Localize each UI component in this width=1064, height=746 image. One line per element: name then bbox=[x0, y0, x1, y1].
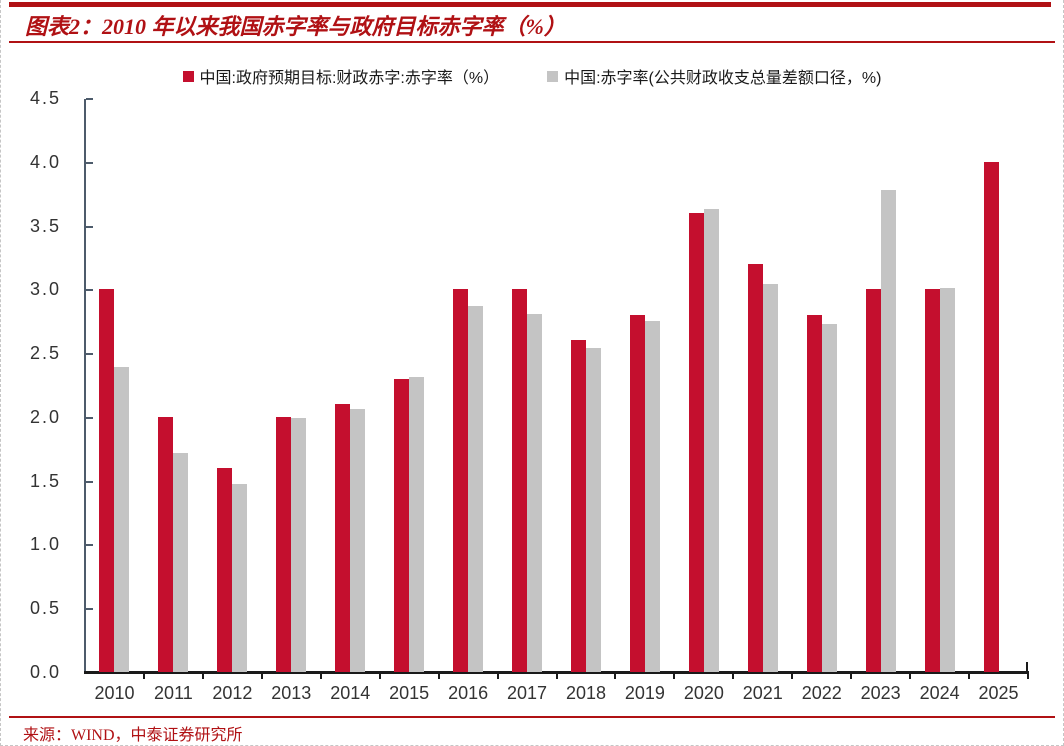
x-axis-tick bbox=[555, 673, 558, 679]
legend-label-actual: 中国:赤字率(公共财政收支总量差额口径，%) bbox=[564, 70, 882, 87]
legend-item-actual: 中国:赤字率(公共财政收支总量差额口径，%) bbox=[547, 64, 881, 88]
y-axis-label: 0.0 bbox=[29, 662, 61, 682]
y-axis-tick bbox=[86, 416, 93, 419]
bar-target-2015 bbox=[394, 378, 410, 672]
x-axis-label-2022: 2022 bbox=[801, 683, 842, 703]
y-axis bbox=[84, 99, 86, 673]
x-axis-tick bbox=[614, 673, 617, 679]
x-axis-tick bbox=[201, 673, 204, 679]
bar-target-2012 bbox=[217, 467, 233, 672]
figure-title: 图表2：2010 年以来我国赤字率与政府目标赤字率（%） bbox=[25, 14, 566, 39]
legend-item-target: 中国:政府预期目标:财政赤字:赤字率（%） bbox=[182, 64, 500, 88]
y-axis-label: 2.0 bbox=[29, 406, 61, 427]
bar-target-2020 bbox=[688, 212, 704, 672]
bar-target-2013 bbox=[276, 416, 292, 672]
bar-actual-2024 bbox=[939, 288, 955, 672]
x-axis-tick bbox=[732, 673, 735, 679]
x-axis-label-2019: 2019 bbox=[624, 683, 665, 703]
x-axis-tick bbox=[437, 673, 440, 679]
y-axis-tick bbox=[86, 98, 93, 100]
bar-actual-2011 bbox=[173, 452, 189, 672]
y-axis-label: 3.0 bbox=[29, 279, 61, 300]
y-axis-tick bbox=[86, 544, 93, 547]
x-axis-label-2020: 2020 bbox=[683, 683, 724, 703]
legend-swatch-gray-icon bbox=[547, 70, 559, 82]
x-axis-label-2012: 2012 bbox=[212, 683, 253, 703]
x-axis-label-2023: 2023 bbox=[860, 683, 901, 703]
bar-actual-2023 bbox=[880, 189, 896, 672]
x-axis-tick bbox=[850, 673, 853, 679]
y-axis-tick bbox=[86, 480, 93, 483]
x-axis-label-2010: 2010 bbox=[94, 683, 135, 703]
bar-target-2023 bbox=[865, 289, 881, 672]
y-axis-tick bbox=[86, 608, 93, 611]
x-axis-tick bbox=[673, 673, 676, 679]
y-axis-label: 4.0 bbox=[29, 151, 61, 172]
bar-actual-2015 bbox=[409, 377, 425, 672]
x-axis-tick bbox=[260, 673, 263, 679]
x-axis-label-2021: 2021 bbox=[742, 683, 783, 703]
y-axis-label: 1.0 bbox=[29, 534, 61, 555]
x-axis-tick bbox=[791, 673, 794, 679]
y-axis-label: 2.5 bbox=[29, 343, 61, 364]
bar-actual-2020 bbox=[703, 208, 719, 672]
x-axis-tick bbox=[142, 673, 145, 679]
x-axis bbox=[84, 671, 1029, 674]
bar-actual-2021 bbox=[762, 284, 778, 672]
bar-target-2022 bbox=[806, 314, 822, 672]
legend-swatch-red-icon bbox=[182, 70, 194, 82]
x-axis-end-cap bbox=[1026, 662, 1028, 672]
x-axis-label-2013: 2013 bbox=[271, 683, 312, 703]
top-accent-bar bbox=[9, 2, 1051, 7]
x-axis-label-2016: 2016 bbox=[448, 683, 489, 703]
x-axis-label-2014: 2014 bbox=[330, 683, 371, 703]
x-axis-label-2011: 2011 bbox=[154, 683, 193, 703]
bar-actual-2018 bbox=[585, 348, 601, 672]
legend-label-target: 中国:政府预期目标:财政赤字:赤字率（%） bbox=[199, 70, 500, 87]
y-axis-label: 3.5 bbox=[29, 215, 61, 236]
x-axis-label-2017: 2017 bbox=[507, 683, 548, 703]
bar-actual-2016 bbox=[468, 305, 484, 672]
bar-target-2011 bbox=[158, 416, 174, 672]
chart-legend: 中国:政府预期目标:财政赤字:赤字率（%） 中国:赤字率(公共财政收支总量差额口… bbox=[1, 64, 1063, 88]
x-axis-tick bbox=[1027, 673, 1029, 679]
bar-target-2025 bbox=[983, 161, 999, 672]
bar-target-2021 bbox=[747, 263, 763, 672]
bar-target-2016 bbox=[453, 289, 469, 672]
bar-target-2018 bbox=[570, 340, 586, 672]
y-axis-tick bbox=[86, 161, 93, 164]
title-divider bbox=[9, 41, 1055, 43]
x-axis-label-2024: 2024 bbox=[919, 683, 960, 703]
y-axis-label: 0.5 bbox=[29, 598, 61, 619]
y-axis-label: 1.5 bbox=[29, 470, 61, 491]
y-axis-tick bbox=[86, 225, 93, 228]
x-axis-tick bbox=[909, 673, 912, 679]
bar-actual-2019 bbox=[644, 321, 660, 672]
bar-actual-2013 bbox=[291, 418, 307, 672]
y-axis-tick bbox=[86, 353, 93, 356]
bar-actual-2022 bbox=[821, 323, 837, 672]
y-axis-tick bbox=[86, 289, 93, 292]
bar-target-2024 bbox=[924, 289, 940, 672]
bar-actual-2017 bbox=[527, 313, 543, 672]
footer-divider bbox=[9, 716, 1055, 718]
bar-target-2017 bbox=[512, 289, 528, 672]
x-axis-tick bbox=[496, 673, 499, 679]
bar-actual-2012 bbox=[232, 484, 248, 672]
x-axis-tick bbox=[319, 673, 322, 679]
x-axis-label-2018: 2018 bbox=[565, 683, 606, 703]
x-axis-label-2025: 2025 bbox=[978, 683, 1019, 703]
x-axis-tick bbox=[968, 673, 971, 679]
bar-target-2010 bbox=[99, 289, 115, 672]
bar-actual-2010 bbox=[114, 367, 130, 672]
bar-target-2014 bbox=[335, 404, 351, 672]
y-axis-label: 4.5 bbox=[29, 88, 61, 108]
x-axis-tick bbox=[378, 673, 381, 679]
x-axis-label-2015: 2015 bbox=[389, 683, 430, 703]
bar-target-2019 bbox=[629, 314, 645, 672]
source-note: 来源：WIND，中泰证券研究所 bbox=[23, 727, 243, 744]
bar-actual-2014 bbox=[350, 409, 366, 672]
